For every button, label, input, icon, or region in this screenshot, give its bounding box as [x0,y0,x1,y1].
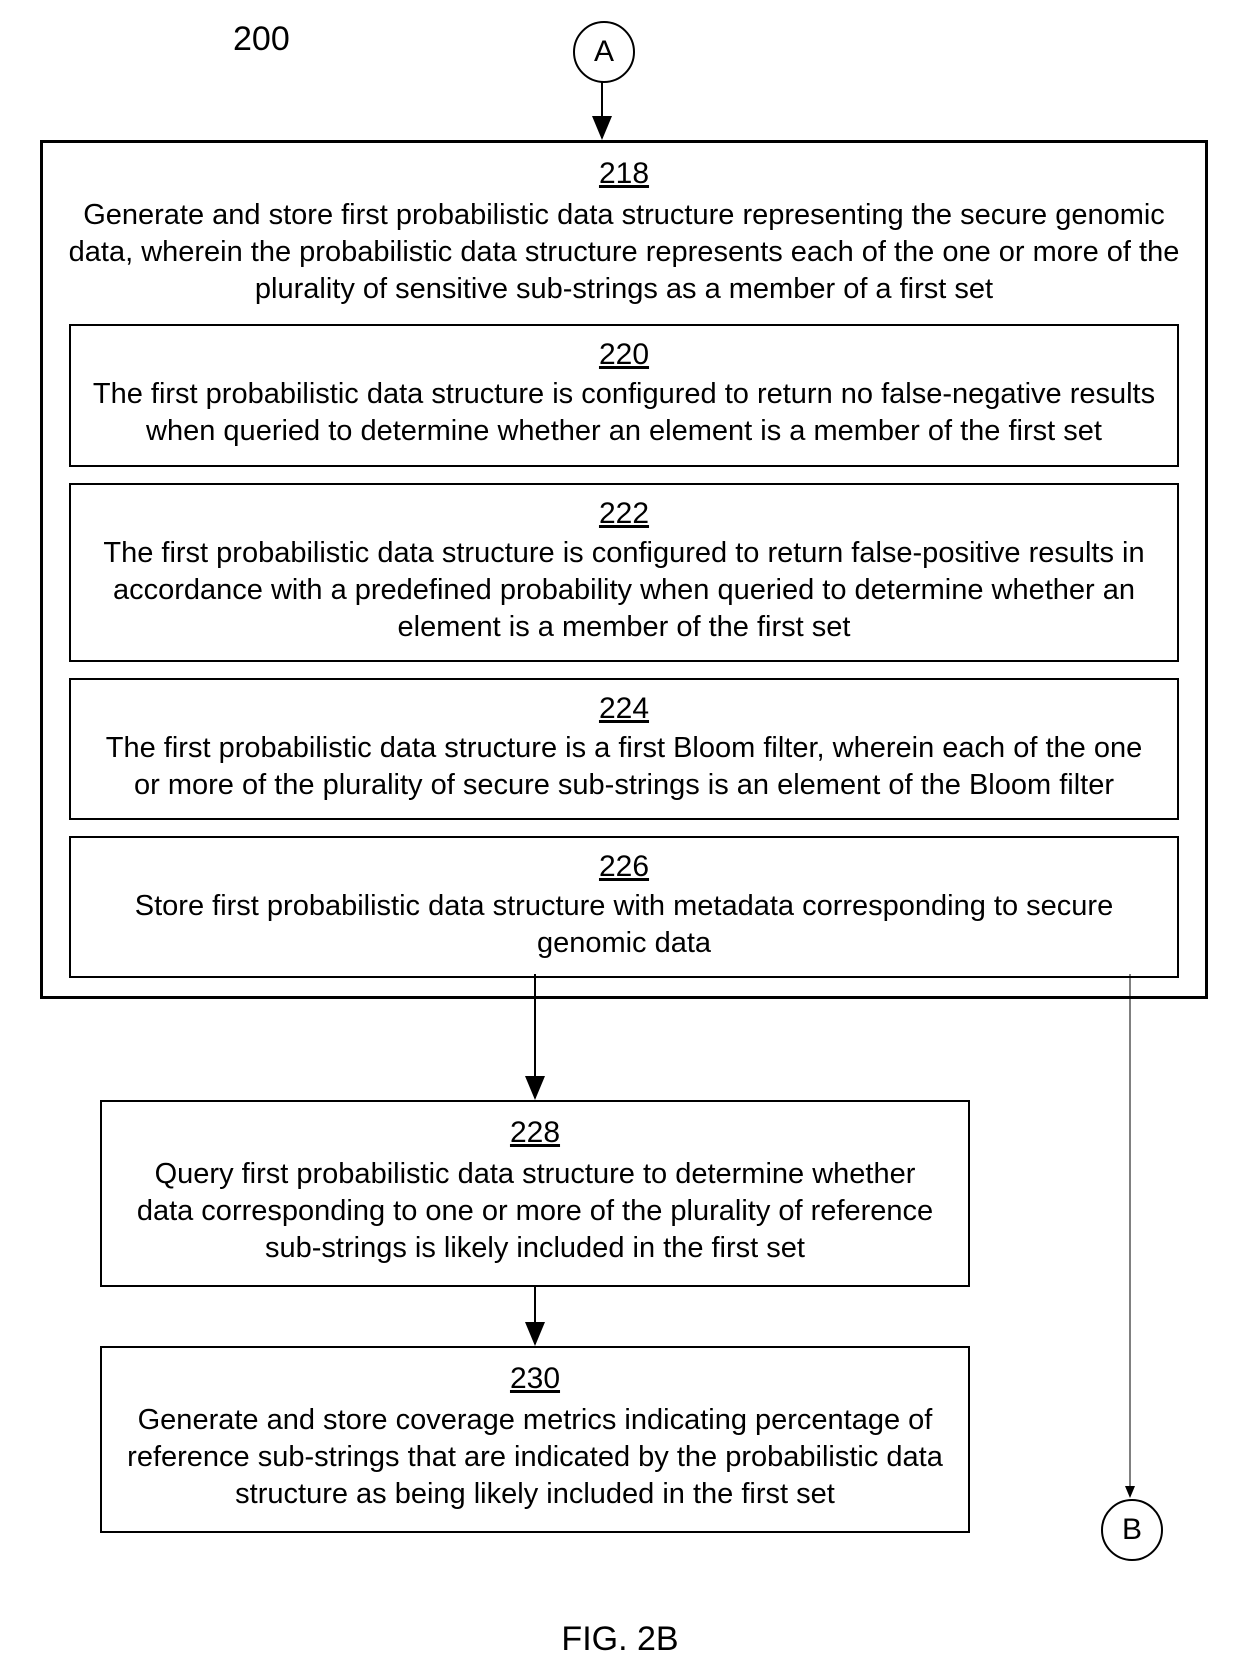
step-230-text: Generate and store coverage metrics indi… [126,1402,944,1513]
step-222-text: The first probabilistic data structure i… [89,535,1159,646]
step-224-box: 224 The first probabilistic data structu… [69,678,1179,820]
step-218-container: 218 Generate and store first probabilist… [40,140,1208,999]
connector-b: B [1101,1499,1163,1561]
step-220-text: The first probabilistic data structure i… [89,376,1159,450]
step-218-number: 218 [61,157,1187,191]
step-224-text: The first probabilistic data structure i… [89,730,1159,804]
step-228-text: Query first probabilistic data structure… [126,1156,944,1267]
connector-a: A [573,21,635,83]
page-number-label: 200 [233,20,290,59]
step-230-number: 230 [126,1362,944,1396]
step-226-text: Store first probabilistic data structure… [89,888,1159,962]
step-228-number: 228 [126,1116,944,1150]
step-224-number: 224 [89,692,1159,726]
step-222-box: 222 The first probabilistic data structu… [69,483,1179,662]
step-222-number: 222 [89,497,1159,531]
step-226-box: 226 Store first probabilistic data struc… [69,836,1179,978]
figure-label: FIG. 2B [0,1620,1240,1659]
step-228-box: 228 Query first probabilistic data struc… [100,1100,970,1287]
step-220-number: 220 [89,338,1159,372]
step-218-text: Generate and store first probabilistic d… [61,197,1187,308]
step-230-box: 230 Generate and store coverage metrics … [100,1346,970,1533]
step-226-number: 226 [89,850,1159,884]
step-220-box: 220 The first probabilistic data structu… [69,324,1179,466]
